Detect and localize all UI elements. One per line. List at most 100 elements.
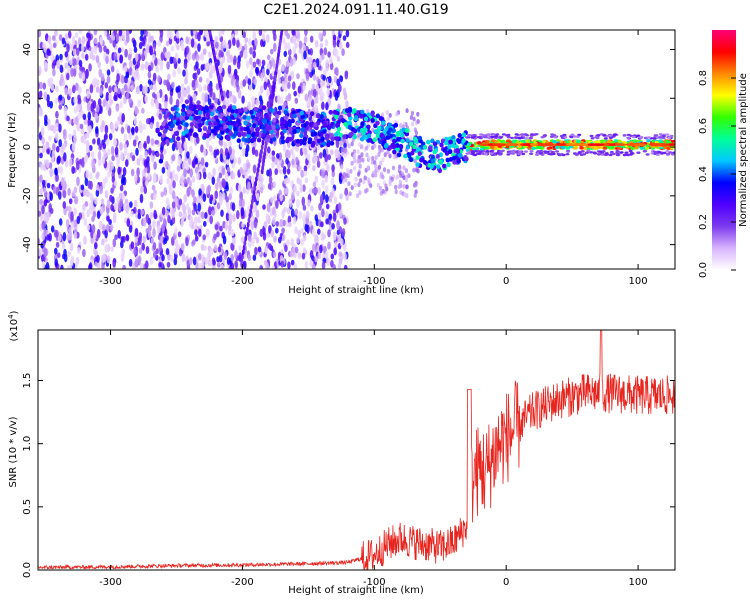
heatmap-cell: [197, 202, 201, 212]
heatmap-cell: [147, 230, 152, 239]
heatmap-cell: [83, 133, 88, 140]
heatmap-cell: [302, 247, 307, 254]
heatmap-cell: [99, 87, 103, 96]
heatmap-cell: [78, 86, 82, 95]
heatmap-cell: [666, 146, 671, 151]
heatmap-cell: [448, 149, 453, 155]
heatmap-cell: [347, 108, 353, 113]
heatmap-cell: [363, 116, 369, 122]
heatmap-cell: [360, 109, 365, 115]
heatmap-cell: [340, 117, 345, 123]
heatmap-cell: [294, 226, 298, 235]
heatmap-cell: [166, 168, 171, 178]
heatmap-cell: [195, 262, 199, 269]
heatmap-cell: [216, 106, 222, 112]
x-tick-label: 0: [503, 276, 509, 287]
heatmap-cell: [196, 100, 201, 106]
heatmap-cell: [246, 221, 250, 228]
heatmap-cell: [524, 150, 528, 153]
heatmap-cell: [506, 134, 511, 137]
heatmap-cell: [39, 174, 43, 183]
heatmap-cell: [310, 132, 315, 137]
heatmap-cell: [156, 91, 161, 100]
heatmap-cell: [239, 50, 244, 58]
heatmap-cell: [191, 176, 196, 183]
heatmap-cell: [164, 160, 169, 168]
heatmap-cell: [392, 138, 397, 144]
heatmap-cell: [101, 261, 105, 269]
heatmap-cell: [149, 212, 154, 219]
heatmap-cell: [262, 204, 266, 210]
y-tick-label: 0: [22, 144, 33, 150]
heatmap-cell: [74, 32, 79, 38]
heatmap-cell: [269, 107, 274, 113]
heatmap-cell: [116, 158, 120, 167]
heatmap-cell: [251, 95, 255, 105]
heatmap-cell: [242, 132, 247, 137]
heatmap-cell: [41, 179, 46, 187]
heatmap-cell: [67, 187, 71, 196]
heatmap-cell: [381, 120, 386, 126]
heatmap-cell: [163, 114, 168, 120]
heatmap-cell: [43, 247, 48, 257]
heatmap-cell: [105, 55, 109, 65]
heatmap-cell: [54, 167, 58, 176]
heatmap-cell: [273, 235, 277, 243]
heatmap-cell: [304, 93, 309, 102]
heatmap-cell: [139, 84, 143, 92]
heatmap-cell: [147, 79, 152, 85]
heatmap-cell: [302, 123, 308, 128]
heatmap-cell: [198, 122, 203, 128]
heatmap-cell: [393, 122, 399, 128]
y-tick-label: 1.5: [22, 373, 33, 389]
heatmap-cell: [81, 212, 85, 220]
heatmap-cell: [194, 157, 199, 165]
heatmap-cell: [208, 51, 212, 58]
heatmap-cell: [200, 211, 205, 220]
heatmap-cell: [116, 73, 120, 83]
heatmap-cell: [247, 254, 252, 262]
heatmap-cell: [179, 96, 184, 105]
heatmap-cell: [144, 60, 149, 71]
heatmap-cell: [41, 136, 45, 145]
heatmap-cell: [498, 152, 503, 155]
heatmap-cell: [84, 53, 89, 61]
heatmap-cell: [325, 102, 329, 111]
heatmap-cell: [192, 239, 196, 246]
heatmap-cell: [283, 188, 288, 195]
heatmap-cell: [211, 176, 216, 186]
heatmap-cell: [330, 136, 335, 142]
heatmap-cell: [212, 259, 216, 266]
heatmap-cell: [207, 171, 212, 181]
heatmap-cell: [286, 41, 291, 51]
heatmap-cell: [362, 179, 366, 185]
heatmap-cell: [131, 69, 136, 78]
heatmap-cell: [379, 147, 383, 153]
heatmap-cell: [570, 133, 575, 136]
heatmap-cell: [270, 48, 274, 55]
heatmap-cell: [438, 159, 443, 165]
heatmap-cell: [130, 241, 135, 250]
heatmap-cell: [360, 144, 364, 150]
heatmap-cell: [337, 262, 342, 269]
heatmap-cell: [439, 142, 444, 148]
heatmap-cell: [279, 168, 283, 175]
heatmap-cell: [67, 264, 71, 269]
heatmap-cell: [652, 137, 657, 140]
heatmap-cell: [105, 224, 110, 232]
heatmap-cell: [133, 116, 138, 126]
heatmap-cell: [221, 104, 227, 110]
heatmap-cell: [374, 163, 378, 169]
heatmap-cell: [314, 94, 319, 104]
heatmap-cell: [253, 231, 257, 240]
heatmap-cell: [50, 83, 55, 91]
heatmap-cell: [347, 181, 351, 187]
heatmap-cell: [112, 238, 117, 248]
heatmap-cell: [169, 114, 174, 119]
heatmap-cell: [171, 170, 176, 178]
heatmap-cell: [129, 201, 133, 208]
heatmap-cell: [324, 185, 329, 195]
heatmap-cell: [520, 133, 525, 136]
heatmap-cell: [555, 143, 567, 147]
heatmap-cell: [262, 231, 267, 241]
